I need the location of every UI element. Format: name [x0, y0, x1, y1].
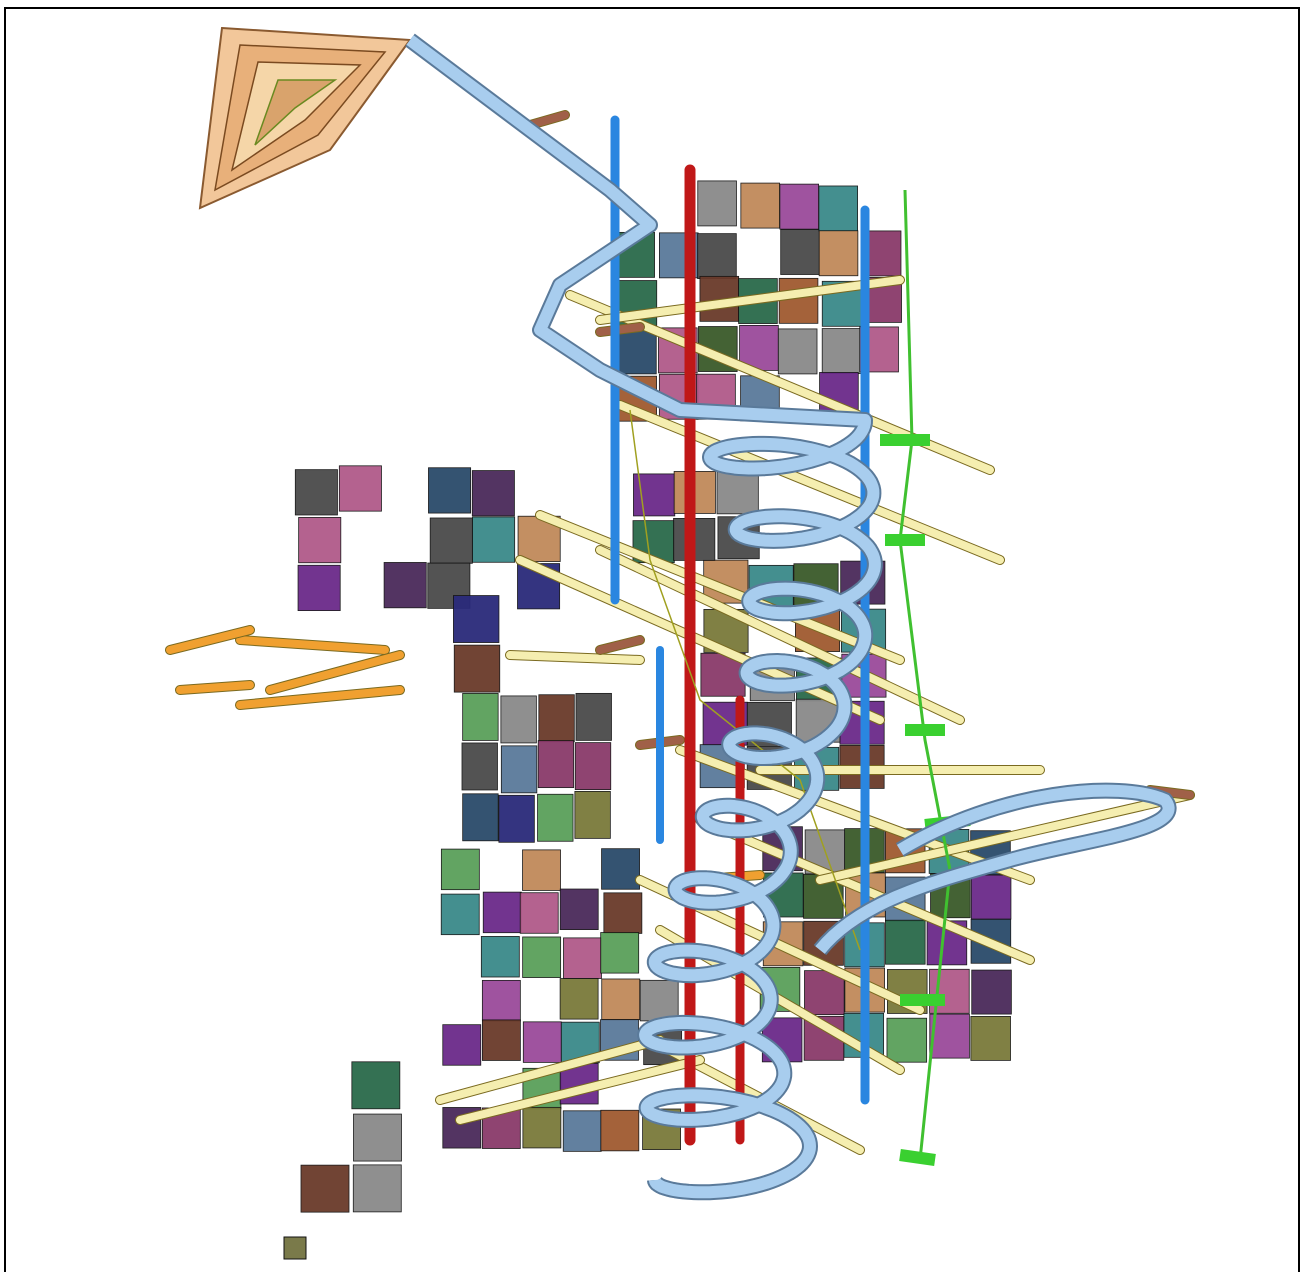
drift: [266, 651, 404, 694]
stope-block: [821, 328, 862, 374]
stope-block: [428, 467, 472, 514]
drift: [236, 636, 389, 654]
stope-block: [617, 328, 657, 375]
raise: [898, 189, 952, 1161]
stope-block: [500, 695, 537, 744]
open-pit: [198, 26, 412, 210]
drift: [596, 276, 904, 324]
stope-block: [522, 1021, 562, 1063]
stope-block: [601, 848, 640, 890]
stope-block: [886, 1017, 928, 1063]
stope-block: [482, 891, 522, 934]
stope-block: [780, 229, 820, 275]
stope-block: [440, 893, 480, 936]
stope-block: [461, 742, 498, 791]
stope-block: [353, 1113, 402, 1162]
decline: [406, 35, 881, 1199]
drift: [436, 1036, 664, 1104]
drift: [176, 681, 254, 694]
stope-block: [600, 932, 640, 974]
drift: [596, 546, 964, 724]
decline: [405, 33, 1177, 1201]
stope-block: [440, 848, 480, 891]
decline-branch: [815, 784, 1175, 954]
stope-block: [522, 849, 561, 891]
stope-block: [481, 979, 521, 1022]
stope-block: [338, 465, 382, 512]
stope-block: [383, 562, 427, 609]
stope-block: [804, 970, 845, 1016]
stope-block: [574, 742, 612, 791]
drift: [596, 636, 644, 654]
stope-block: [697, 233, 737, 280]
stope-block: [522, 1106, 562, 1149]
drift: [536, 511, 904, 664]
drift: [816, 791, 1194, 884]
stope-block: [522, 936, 562, 978]
stope-block: [462, 793, 499, 842]
stope-block: [351, 1061, 401, 1110]
stope-block: [498, 794, 535, 843]
stope-block: [779, 183, 819, 230]
drift: [236, 686, 404, 709]
stope-block: [298, 517, 342, 564]
stope-block: [297, 564, 341, 612]
stope-block: [818, 230, 859, 277]
pit-bench: [230, 61, 362, 172]
stope-block: [929, 1013, 970, 1059]
raise: [629, 409, 861, 951]
stope-block: [453, 644, 501, 693]
stope-block: [601, 978, 641, 1020]
stope-block: [740, 182, 780, 229]
stope-block: [500, 745, 538, 794]
stope-block: [559, 978, 599, 1020]
stope-block: [885, 919, 926, 965]
stope-block: [283, 1236, 307, 1260]
stope-block: [538, 694, 575, 743]
drift: [506, 651, 644, 664]
drift: [616, 401, 1004, 564]
stope-block: [575, 692, 612, 741]
stope-block: [560, 1021, 600, 1064]
stope-block: [563, 937, 602, 979]
stope-block: [453, 595, 500, 643]
drift: [526, 111, 569, 129]
stope-block: [639, 979, 679, 1022]
stope-block: [559, 888, 599, 931]
stope-block: [472, 516, 516, 563]
stope-block: [777, 328, 818, 375]
stope-block: [352, 1164, 402, 1213]
stope-block: [300, 1164, 350, 1213]
stope-block: [574, 790, 611, 839]
stope-block: [537, 793, 574, 842]
drift: [596, 323, 644, 336]
drift: [166, 626, 254, 654]
stope-block: [600, 1109, 640, 1152]
pit-floor: [254, 79, 338, 146]
stope-block: [603, 892, 643, 934]
stope-block: [480, 936, 520, 978]
stope-block: [562, 1110, 602, 1152]
stope-block: [716, 471, 759, 515]
stope-block: [429, 517, 473, 564]
stope-block: [481, 1019, 521, 1061]
stope-block: [970, 1016, 1011, 1061]
stope-block: [471, 470, 515, 517]
stope-block: [739, 324, 779, 371]
stope-block: [442, 1024, 482, 1066]
stope-block: [970, 874, 1012, 920]
stope-block: [778, 277, 819, 324]
drift: [456, 1056, 704, 1124]
stope-block: [519, 892, 559, 934]
stope-block: [462, 693, 499, 741]
stope-block: [971, 969, 1012, 1015]
stope-block: [537, 740, 575, 789]
stope-block: [294, 469, 338, 516]
stope-block: [697, 180, 737, 227]
drift: [516, 556, 884, 724]
stope-block: [818, 185, 858, 232]
station: [899, 1149, 936, 1166]
